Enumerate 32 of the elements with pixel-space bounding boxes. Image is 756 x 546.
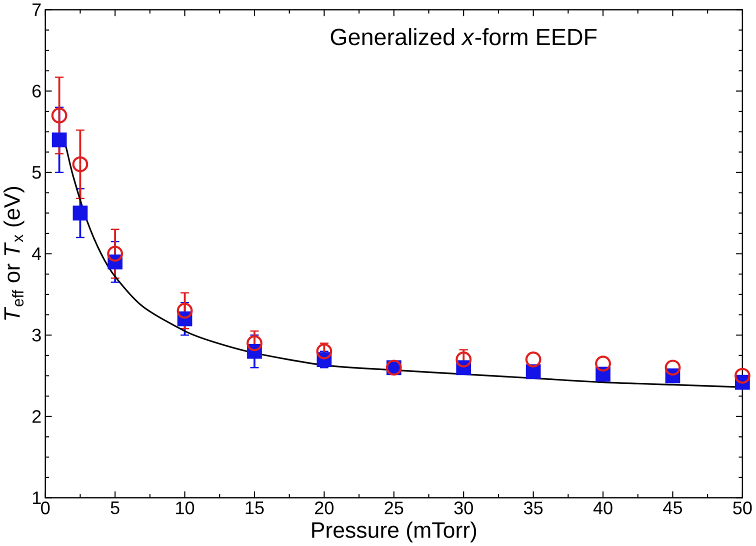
point xyxy=(51,108,68,124)
x-tick-label: 40 xyxy=(593,502,612,514)
x-tick-label: 15 xyxy=(246,502,264,514)
y-tick-label: 2 xyxy=(32,410,41,423)
x-tick-label: 35 xyxy=(524,502,543,514)
point xyxy=(72,156,88,172)
point xyxy=(316,343,332,360)
x-tick-label: 20 xyxy=(315,502,334,514)
x-tick-label: 10 xyxy=(176,502,194,514)
y-tick-label: 7 xyxy=(32,4,41,16)
y-axis-title: T$_{eff}$ or T$_{x}$ (eV) xyxy=(4,187,24,320)
y-tick-label: 3 xyxy=(32,328,41,342)
annotation: Generalized x-form EEDF xyxy=(330,28,597,46)
point xyxy=(664,360,681,376)
y-tick-label: 6 xyxy=(32,84,41,98)
x-axis-title: Pressure (mTorr) xyxy=(312,522,476,542)
x-tick-label: 50 xyxy=(733,502,752,514)
point xyxy=(595,356,611,372)
x-tick-label: 5 xyxy=(110,502,120,514)
x-tick-label: 45 xyxy=(663,502,682,514)
y-tick-label: 1 xyxy=(32,492,41,504)
x-tick-label: 30 xyxy=(454,502,473,514)
point xyxy=(456,352,472,368)
point xyxy=(72,206,88,221)
y-tick-label: 5 xyxy=(32,166,41,179)
point xyxy=(107,246,124,262)
point xyxy=(734,368,750,384)
point xyxy=(52,132,67,148)
x-tick-label: 25 xyxy=(384,502,404,514)
x-tick-label: 0 xyxy=(41,502,50,514)
y-tick-label: 4 xyxy=(32,248,42,260)
point xyxy=(525,352,542,368)
